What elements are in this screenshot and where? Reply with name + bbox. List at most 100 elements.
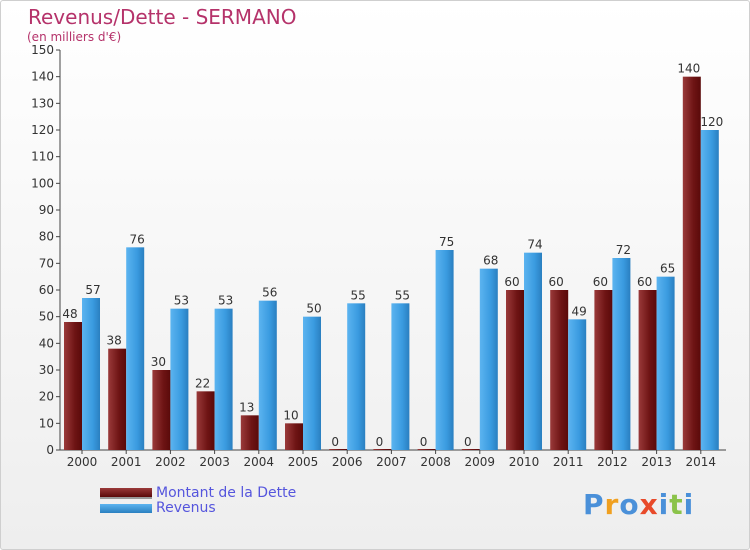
bar-dette	[285, 423, 303, 450]
legend-swatch-dette	[100, 488, 152, 499]
data-label: 55	[395, 288, 410, 302]
x-tick-label: 2008	[420, 455, 451, 469]
data-label: 56	[262, 286, 277, 300]
y-tick-label: 110	[31, 150, 54, 164]
chart-subtitle: (en milliers d'€)	[27, 30, 122, 44]
data-label: 53	[174, 294, 189, 308]
x-tick-label: 2002	[155, 455, 186, 469]
bar-revenus	[126, 247, 145, 450]
legend-label-dette: Montant de la Dette	[156, 485, 297, 501]
bar-dette	[108, 348, 127, 450]
data-label: 60	[637, 275, 652, 289]
logo-letter: o	[619, 488, 640, 521]
bar-revenus	[479, 268, 498, 450]
legend-label-revenus: Revenus	[156, 500, 216, 516]
data-label: 60	[504, 275, 519, 289]
y-tick-label: 140	[31, 70, 54, 84]
bar-dette	[373, 449, 392, 450]
x-tick-label: 2011	[553, 455, 584, 469]
data-label: 30	[151, 355, 166, 369]
bar-dette	[240, 415, 259, 450]
data-label: 0	[331, 435, 339, 449]
data-label: 65	[660, 262, 675, 276]
bar-dette	[152, 370, 171, 450]
data-label: 49	[572, 304, 587, 318]
x-tick-label: 2005	[288, 455, 319, 469]
x-tick-label: 2003	[199, 455, 230, 469]
data-label: 13	[239, 400, 254, 414]
bar-revenus	[524, 252, 542, 450]
y-tick-label: 0	[46, 443, 54, 457]
bar-revenus	[303, 316, 321, 450]
data-label: 140	[677, 62, 700, 76]
x-tick-label: 2010	[509, 455, 540, 469]
chart-legend: Montant de la Dette Revenus	[100, 486, 296, 516]
data-label: 55	[351, 288, 366, 302]
data-label: 50	[306, 302, 321, 316]
x-tick-label: 2006	[332, 455, 363, 469]
bar-revenus	[391, 303, 410, 450]
data-label: 10	[283, 408, 298, 422]
bar-dette	[64, 322, 82, 450]
bar-dette	[329, 449, 348, 450]
x-tick-label: 2009	[465, 455, 496, 469]
y-tick-label: 40	[39, 336, 54, 350]
x-tick-label: 2001	[111, 455, 142, 469]
logo-letter: x	[639, 488, 659, 521]
bar-dette	[682, 76, 701, 451]
data-label: 53	[218, 294, 233, 308]
y-tick-label: 30	[39, 363, 54, 377]
data-label: 0	[376, 435, 384, 449]
data-label: 0	[420, 435, 428, 449]
data-label: 48	[62, 307, 77, 321]
bar-dette	[550, 290, 569, 450]
data-label: 68	[483, 254, 498, 268]
bar-revenus	[568, 319, 587, 450]
bar-revenus	[347, 303, 366, 450]
y-tick-label: 120	[31, 123, 54, 137]
logo-letter: i	[658, 488, 670, 521]
x-tick-label: 2007	[376, 455, 407, 469]
y-tick-label: 50	[39, 310, 54, 324]
data-label: 60	[593, 275, 608, 289]
legend-item-revenus: Revenus	[100, 501, 296, 516]
bar-dette	[594, 290, 613, 450]
chart-data-labels: 48 38 30 22 13 10 0 0 0 0 60 60 60 60 140 57 76 53 53 56 50 5…	[62, 62, 723, 449]
logo-letter: i	[683, 488, 695, 521]
data-label: 22	[195, 376, 210, 390]
chart-bars	[64, 76, 719, 451]
bar-revenus	[214, 308, 233, 450]
bar-revenus	[170, 308, 189, 450]
data-label: 57	[85, 283, 100, 297]
x-tick-label: 2013	[641, 455, 672, 469]
y-tick-label: 60	[39, 283, 54, 297]
y-tick-label: 90	[39, 203, 54, 217]
y-tick-label: 80	[39, 230, 54, 244]
x-tick-label: 2004	[244, 455, 275, 469]
y-tick-label: 100	[31, 176, 54, 190]
x-tick-label: 2000	[67, 455, 98, 469]
data-label: 76	[130, 232, 145, 246]
y-tick-label: 10	[39, 416, 54, 430]
chart-title: Revenus/Dette - SERMANO	[28, 5, 297, 29]
data-label: 74	[527, 238, 542, 252]
bar-revenus	[82, 298, 100, 450]
data-label: 75	[439, 235, 454, 249]
legend-item-dette: Montant de la Dette	[100, 486, 296, 501]
x-tick-label: 2012	[597, 455, 628, 469]
data-label: 72	[616, 243, 631, 257]
bar-dette	[461, 449, 480, 450]
y-tick-label: 20	[39, 390, 54, 404]
bar-revenus	[656, 276, 675, 450]
bar-dette	[417, 449, 436, 450]
proxiti-logo: Proxiti	[583, 488, 694, 521]
y-tick-label: 70	[39, 256, 54, 270]
bar-revenus	[258, 300, 277, 450]
data-label: 0	[464, 435, 472, 449]
x-tick-label: 2014	[686, 455, 717, 469]
bar-revenus	[612, 258, 631, 450]
y-tick-label: 150	[31, 43, 54, 57]
data-label: 120	[700, 115, 723, 129]
bar-dette	[506, 290, 524, 450]
